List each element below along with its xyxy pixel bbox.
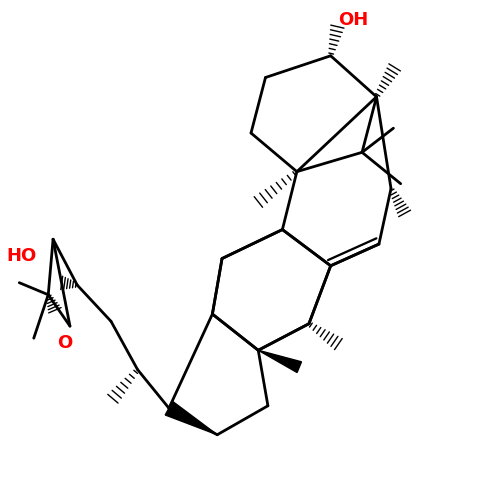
Text: OH: OH xyxy=(338,11,368,29)
Text: O: O xyxy=(58,334,73,352)
Polygon shape xyxy=(165,402,217,435)
Text: HO: HO xyxy=(6,247,36,265)
Polygon shape xyxy=(258,350,302,372)
